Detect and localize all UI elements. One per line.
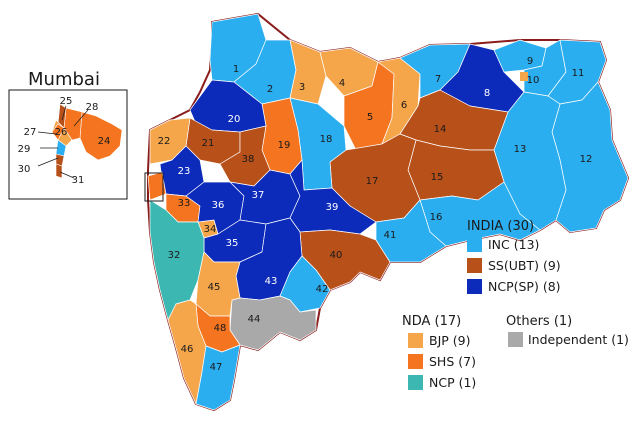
label-21: 21 (202, 138, 215, 149)
label-22: 22 (158, 136, 171, 147)
label-6: 6 (401, 100, 407, 111)
region-44 (229, 295, 317, 351)
label-36: 36 (212, 200, 225, 211)
label-34: 34 (204, 224, 217, 235)
legend-india-swatch-1 (467, 258, 482, 273)
label-1: 1 (233, 64, 239, 75)
inset-label-31: 31 (72, 175, 85, 186)
legend-india-swatch-2 (467, 279, 482, 294)
label-9: 9 (527, 56, 533, 67)
inset-label-24: 24 (98, 136, 111, 147)
label-44: 44 (248, 314, 261, 325)
label-20: 20 (228, 114, 241, 125)
inset-label-25: 25 (60, 96, 73, 107)
inset-region-31 (55, 163, 63, 179)
label-47: 47 (210, 362, 223, 373)
label-2: 2 (267, 84, 273, 95)
region-39 (289, 159, 377, 235)
region-3 (289, 39, 327, 105)
label-39: 39 (326, 202, 339, 213)
label-37: 37 (252, 190, 265, 201)
label-33: 33 (178, 198, 191, 209)
label-5: 5 (367, 112, 373, 123)
mumbai-inset: Mumbai 25 28 27 26 24 29 30 31 (8, 69, 128, 200)
legend-india-swatch-0 (467, 237, 482, 252)
label-11: 11 (572, 68, 585, 79)
label-35: 35 (226, 238, 239, 249)
label-10: 10 (527, 75, 540, 86)
legend-nda-swatch-1 (408, 354, 423, 369)
legend-nda-label-0: BJP (9) (429, 333, 470, 348)
label-46: 46 (181, 344, 194, 355)
region-41 (375, 199, 447, 263)
label-15: 15 (431, 172, 444, 183)
legend-nda-swatch-0 (408, 333, 423, 348)
inset-label-28: 28 (86, 102, 99, 113)
inset-title: Mumbai (28, 69, 100, 90)
label-45: 45 (208, 282, 221, 293)
label-4: 4 (339, 78, 345, 89)
region-32 (149, 199, 205, 321)
inset-leader-lines (37, 105, 89, 179)
legend-others-title: Others (1) (506, 314, 572, 329)
label-16: 16 (430, 212, 443, 223)
legend-india-title: INDIA (30) (467, 219, 534, 234)
legend-india-label-0: INC (13) (488, 237, 539, 252)
label-14: 14 (434, 124, 447, 135)
label-38: 38 (242, 154, 255, 165)
label-19: 19 (278, 140, 291, 151)
label-48: 48 (214, 323, 227, 334)
constituency-label-layer: 1 2 3 4 5 6 7 8 9 10 11 12 13 14 15 16 1… (158, 56, 593, 373)
legend-nda: NDA (17) BJP (9) SHS (7) NCP (1) (402, 314, 476, 390)
legend-india: INDIA (30) INC (13) SS(UBT) (9) NCP(SP) … (467, 219, 561, 294)
label-41: 41 (384, 230, 397, 241)
label-40: 40 (330, 250, 343, 261)
region-10-enclave (520, 72, 528, 81)
inset-label-29: 29 (18, 144, 31, 155)
legend-india-label-1: SS(UBT) (9) (488, 258, 561, 273)
legend-others-label-0: Independent (1) (528, 332, 629, 347)
label-8: 8 (484, 88, 490, 99)
inset-label-30: 30 (18, 164, 31, 175)
region-47 (195, 344, 241, 411)
legend-others-swatch-0 (508, 332, 523, 347)
legend-nda-swatch-2 (408, 375, 423, 390)
label-13: 13 (514, 144, 527, 155)
label-23: 23 (178, 166, 191, 177)
constituency-regions (147, 13, 629, 411)
legend-nda-label-1: SHS (7) (429, 354, 476, 369)
label-17: 17 (366, 176, 379, 187)
inset-frame (8, 89, 128, 200)
mumbai-locator-box (144, 172, 164, 202)
legend-nda-title: NDA (17) (402, 314, 461, 329)
inset-label-27: 27 (24, 127, 37, 138)
legend-india-label-2: NCP(SP) (8) (488, 279, 561, 294)
label-42: 42 (316, 284, 329, 295)
inset-label-26: 26 (55, 127, 68, 138)
label-32: 32 (168, 250, 181, 261)
label-7: 7 (435, 74, 441, 85)
inset-region-24 (79, 111, 123, 161)
label-43: 43 (265, 276, 278, 287)
label-18: 18 (320, 134, 333, 145)
legend-others: Others (1) Independent (1) (506, 314, 629, 347)
legend-nda-label-2: NCP (1) (429, 375, 476, 390)
label-3: 3 (299, 82, 305, 93)
label-12: 12 (580, 154, 593, 165)
